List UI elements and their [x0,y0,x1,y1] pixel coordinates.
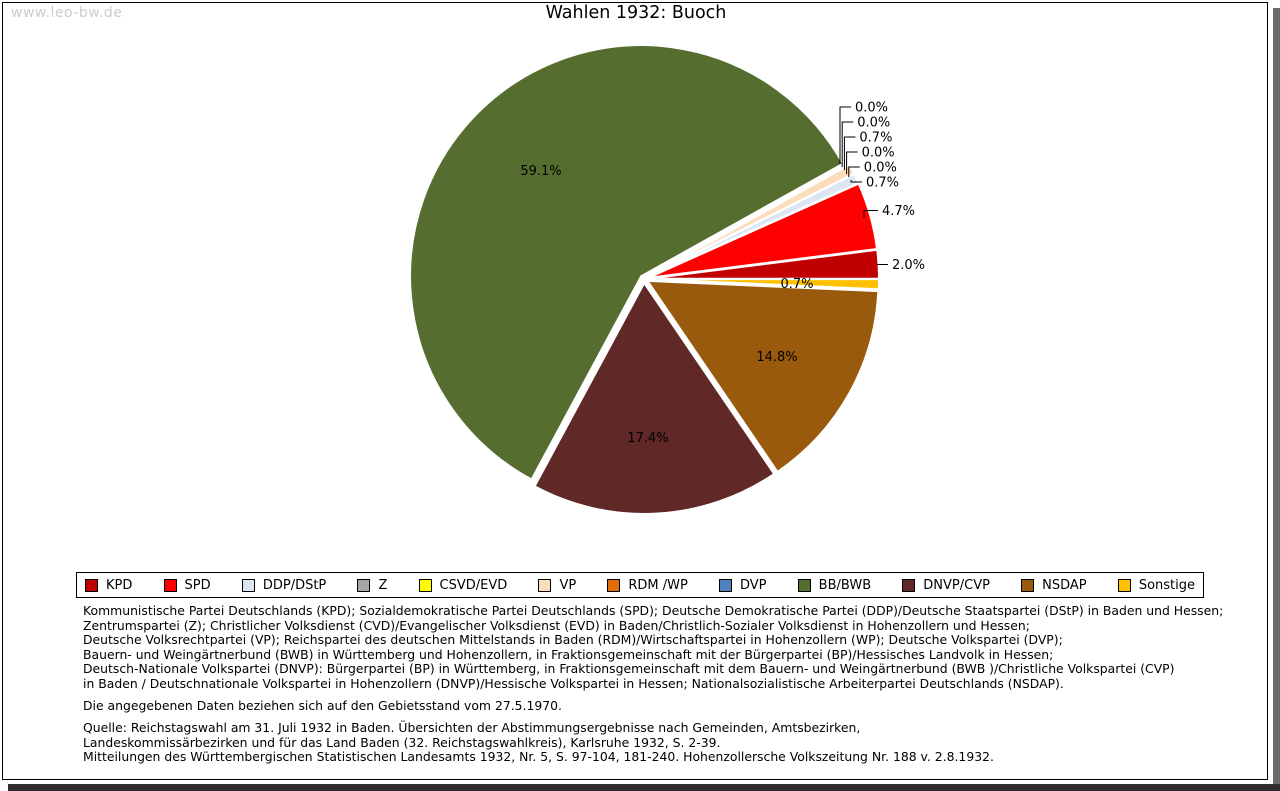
legend-swatch-rdm-wp [607,578,621,592]
pie-label-bb-bwb: 59.1% [520,164,561,179]
source-note-line: Quelle: Reichstagswahl am 31. Juli 1932 … [83,720,861,736]
frame-shadow-right [1273,8,1280,791]
legend-swatch-z [357,578,371,592]
legend-item-nsdap: NSDAP [1021,578,1087,593]
pie-label-ddp-dstp: 0.7% [866,176,899,191]
legend-item-rdm-wp: RDM /WP [607,577,688,593]
party-note-line: Zentrumspartei (Z); Christlicher Volksdi… [83,617,1030,633]
pie-label-z: 0.0% [864,161,897,176]
legend-swatch-ddp-dstp [241,578,255,592]
legend-label-rdm-wp: RDM /WP [628,577,688,593]
legend: KPD SPD DDP/DStP Z CSVD/EVD VP RDM /WP DVP BB/BW… [76,572,1204,598]
chart-title: Wahlen 1932: Buoch [545,3,727,23]
legend-item-bb-bwb: BB/BWB [797,577,872,593]
legend-swatch-vp [538,578,552,592]
leader-line-csvd-evd [846,151,858,174]
legend-label-bb-bwb: BB/BWB [818,577,872,593]
legend-label-spd: SPD [184,577,211,593]
leader-line-z [848,166,860,177]
pie-slice-dnvp-cvp [533,281,776,515]
pie-label-dvp: 0.0% [855,101,888,116]
pie-label-sonstige: 0.7% [780,277,813,292]
legend-swatch-spd [163,578,177,592]
pie-slice-bb-bwb [409,44,845,481]
pie-label-dnvp-cvp: 17.4% [627,431,668,446]
legend-item-z: Z [357,578,387,593]
legend-label-ddp-dstp: DDP/DStP [262,577,327,593]
legend-item-ddp-dstp: DDP/DStP [241,577,327,593]
source-note-line: Landeskommissärbezirken und für das Land… [83,734,721,750]
legend-item-spd: SPD [163,577,211,593]
party-note-line: Deutsch-Nationale Volkspartei (DNVP): Bü… [83,661,1175,677]
source-note-line: Mitteilungen des Württembergischen Stati… [83,749,994,765]
legend-swatch-csvd-evd [418,578,432,592]
leader-line-ddp-dstp [850,180,862,183]
party-note-line: Bauern- und Weingärtnerbund (BWB) in Wür… [83,646,1054,662]
legend-label-kpd: KPD [106,577,133,593]
legend-item-vp: VP [538,578,576,593]
legend-swatch-nsdap [1021,578,1035,592]
frame-shadow-bottom [8,784,1280,791]
legend-item-csvd-evd: CSVD/EVD [418,577,508,593]
legend-label-vp: VP [559,577,577,593]
pie-label-kpd: 2.0% [892,258,925,273]
footnotes: Kommunistische Partei Deutschlands (KPD)… [83,603,1263,765]
legend-label-sonstige: Sonstige [1138,577,1195,593]
gebietsstand-note: Die angegebenen Daten beziehen sich auf … [83,697,562,713]
legend-swatch-sonstige [1117,578,1131,592]
pie-label-rdm-wp: 0.0% [857,116,890,131]
party-note-line: Kommunistische Partei Deutschlands (KPD)… [83,603,1224,618]
legend-swatch-dvp [718,578,732,592]
legend-label-z: Z [378,577,388,593]
legend-item-kpd: KPD [85,578,132,593]
pie-label-csvd-evd: 0.0% [862,146,895,161]
legend-item-dvp: DVP [718,577,767,593]
party-note-line: in Baden / Deutschnationale Volkspartei … [83,675,1064,691]
watermark: www.leo-bw.de [11,5,123,21]
pie-slice-sonstige [647,278,881,291]
pie-label-nsdap: 14.8% [756,350,797,365]
leader-line-dvp [839,106,851,164]
legend-item-sonstige: Sonstige [1117,577,1195,593]
pie-slice-vp [647,163,856,278]
legend-label-dvp: DVP [739,577,767,593]
pie-label-spd: 4.7% [882,204,915,219]
legend-swatch-kpd [85,578,98,592]
legend-item-dnvp-cvp: DNVP/CVP [902,578,990,593]
pie-label-vp: 0.7% [859,131,892,146]
pie-slice-nsdap [645,279,880,474]
legend-label-csvd-evd: CSVD/EVD [439,577,508,593]
leader-line-spd [863,210,878,218]
pie-chart: 59.1%17.4%14.8%0.7%0.0%0.0%0.7%0.0%0.0%0… [409,44,925,515]
legend-swatch-bb-bwb [797,578,811,592]
legend-swatch-dnvp-cvp [902,578,916,592]
party-note-line: Deutsche Volksrechtpartei (VP); Reichspa… [83,632,1063,648]
legend-label-dnvp-cvp: DNVP/CVP [923,577,990,593]
legend-label-nsdap: NSDAP [1042,577,1087,593]
leader-line-vp [843,136,856,170]
leader-line-rdm-wp [841,121,854,167]
